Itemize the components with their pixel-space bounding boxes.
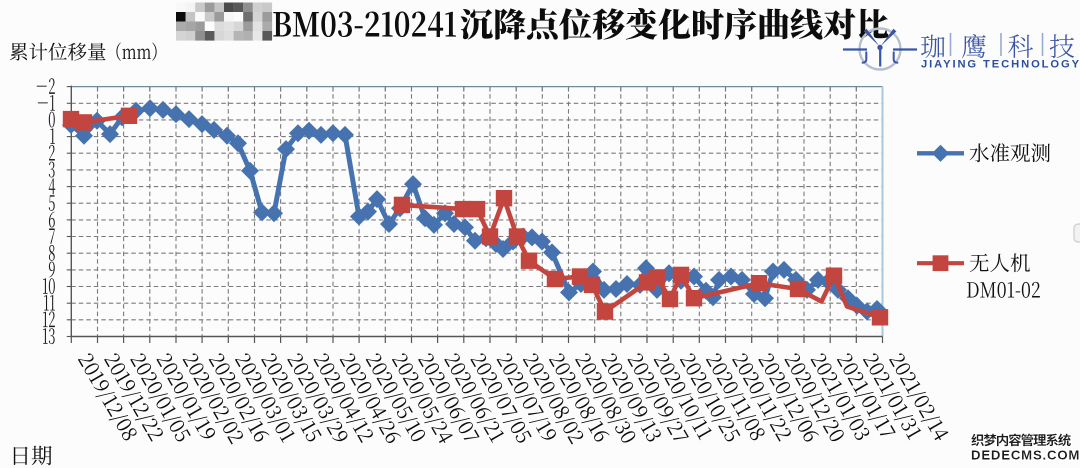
svg-text:DEDECMS.COM: DEDECMS.COM (971, 448, 1080, 463)
svg-text:JIAYING TECHNOLOGY: JIAYING TECHNOLOGY (921, 59, 1080, 71)
